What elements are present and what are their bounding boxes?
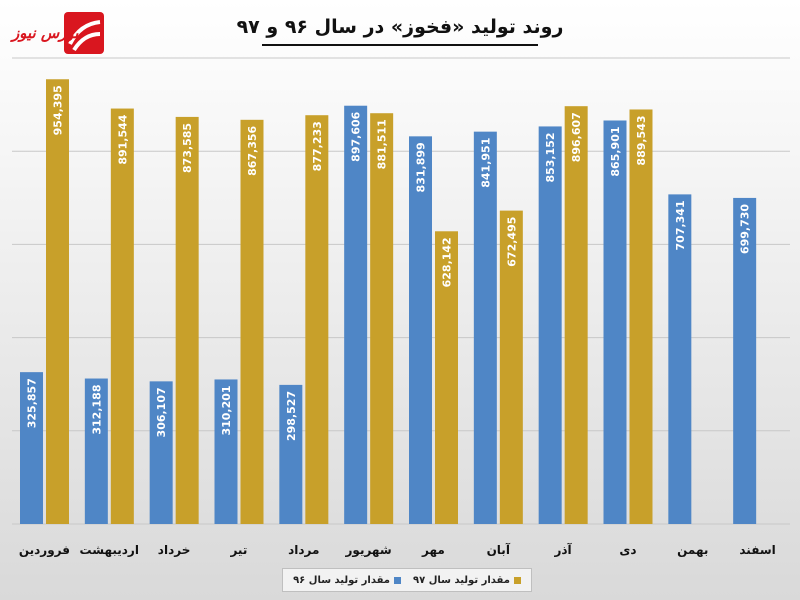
bar-96: [20, 372, 43, 524]
bar-97: [175, 116, 199, 524]
bar-97: [370, 113, 394, 524]
bar-96: [279, 384, 303, 524]
bar-97: [305, 115, 329, 525]
bar-97: [435, 231, 458, 524]
category-label: خرداد: [158, 543, 191, 557]
bar-97: [499, 210, 523, 525]
legend-label-96: مقدار تولید سال ۹۶: [293, 574, 390, 586]
data-label: 889,543: [635, 115, 648, 165]
title-underline: [262, 44, 538, 46]
category-label: بهمن: [677, 543, 708, 557]
category-label: آذر: [553, 542, 572, 557]
data-label: 707,341: [674, 200, 687, 250]
chart-title: روند تولید «فخوز» در سال ۹۶ و ۹۷: [236, 16, 564, 38]
category-label: اسفند: [739, 543, 775, 557]
bar-96: [473, 131, 497, 525]
legend-label-97: مقدار تولید سال ۹۷: [413, 574, 510, 586]
data-label: 310,201: [220, 385, 233, 435]
svg-text:بورس نیوز: بورس نیوز: [10, 24, 79, 42]
category-label: اردیبهشت: [80, 543, 139, 557]
bar-96: [214, 379, 238, 524]
bar-96: [733, 197, 757, 524]
legend-item-96: مقدار تولید سال ۹۶: [293, 575, 401, 586]
boursenews-logo: بورس نیوز: [8, 6, 108, 66]
data-label: 881,511: [376, 119, 389, 169]
bar-96: [149, 381, 173, 524]
data-label: 628,142: [441, 237, 454, 287]
category-label: شهریور: [345, 543, 392, 558]
category-label: آبان: [487, 542, 511, 557]
category-label: مرداد: [288, 543, 319, 557]
data-label: 897,606: [350, 111, 363, 161]
bar-97: [110, 108, 134, 524]
data-label: 954,395: [52, 85, 65, 135]
bar-97: [564, 106, 588, 524]
data-label: 873,585: [181, 123, 194, 173]
chart-legend: مقدار تولید سال ۹۷ مقدار تولید سال ۹۶: [282, 568, 532, 592]
category-label: دی: [619, 543, 636, 557]
category-label: مهر: [421, 543, 445, 557]
data-label: 831,899: [415, 142, 428, 192]
bar-96: [668, 194, 692, 524]
bar-96: [603, 120, 627, 524]
data-label: 865,901: [609, 126, 622, 176]
bar-96: [84, 378, 108, 524]
data-label: 877,233: [311, 121, 324, 171]
data-label: 312,188: [90, 385, 103, 435]
bar-97: [240, 119, 264, 524]
data-label: 896,607: [570, 112, 583, 162]
data-label: 325,857: [26, 378, 39, 428]
data-label: 841,951: [479, 138, 492, 188]
data-label: 699,730: [739, 204, 752, 254]
bar-97: [46, 79, 69, 525]
legend-item-97: مقدار تولید سال ۹۷: [413, 575, 521, 586]
data-label: 306,107: [155, 387, 168, 437]
bar-96: [409, 136, 432, 524]
bar-96: [344, 105, 368, 524]
data-label: 298,527: [285, 391, 298, 441]
data-label: 672,495: [505, 217, 518, 267]
data-label: 891,544: [116, 114, 129, 164]
bar-97: [629, 109, 653, 524]
bar-96: [538, 126, 562, 525]
category-label: فروردین: [19, 543, 70, 558]
legend-swatch-97: [513, 576, 521, 584]
data-label: 853,152: [544, 132, 557, 182]
category-label: تیر: [229, 543, 247, 557]
legend-swatch-96: [394, 576, 401, 584]
data-label: 867,356: [246, 125, 259, 175]
